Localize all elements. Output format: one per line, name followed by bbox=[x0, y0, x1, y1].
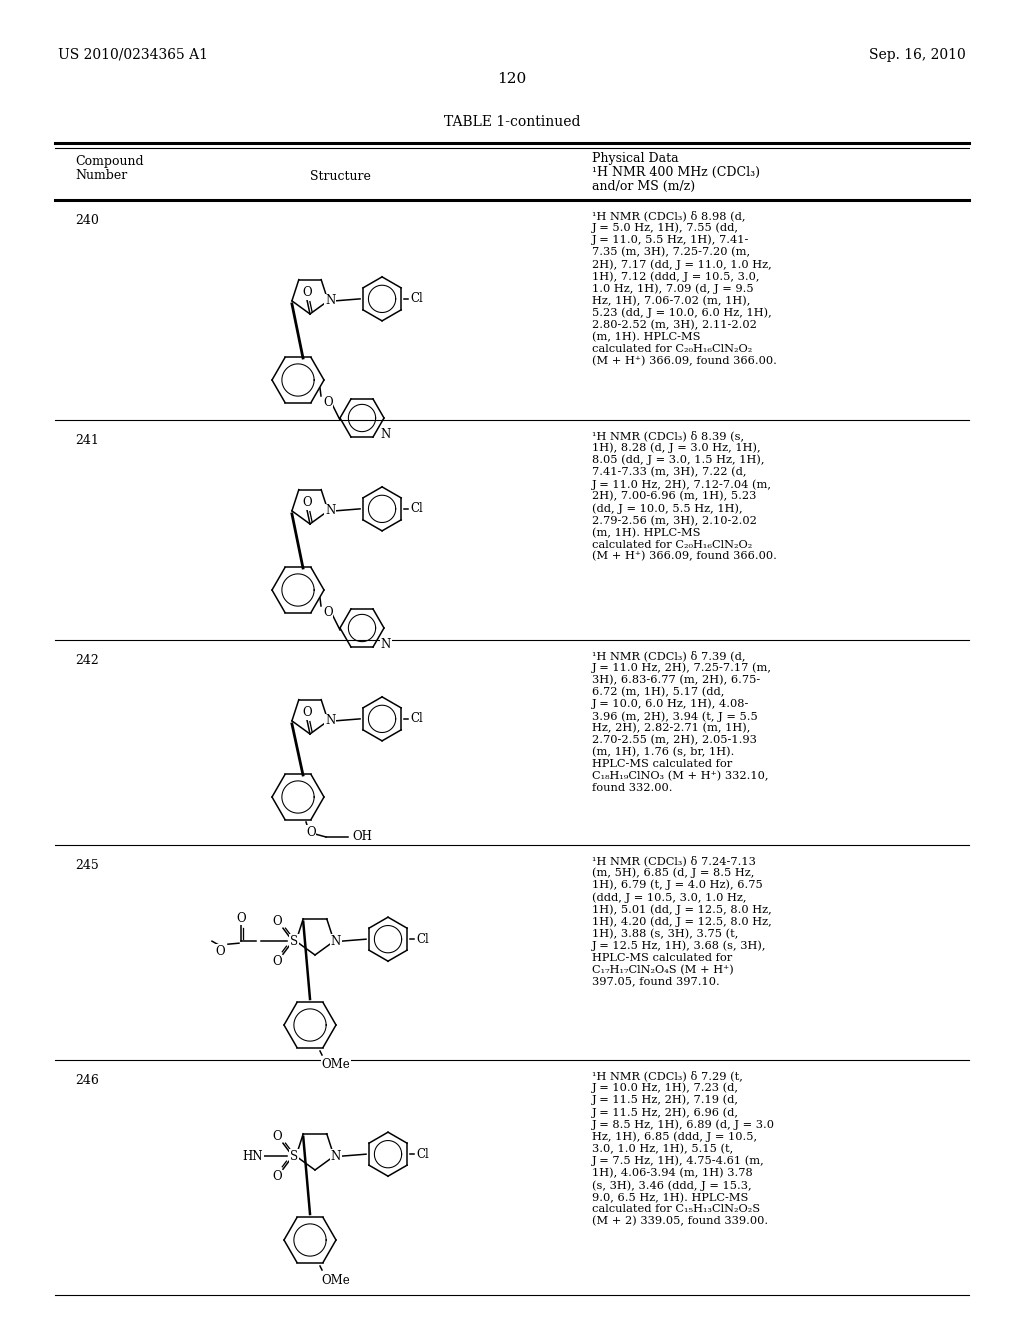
Text: N: N bbox=[381, 639, 391, 652]
Text: O: O bbox=[324, 396, 333, 408]
Text: OMe: OMe bbox=[322, 1059, 350, 1072]
Text: 245: 245 bbox=[75, 859, 98, 873]
Text: US 2010/0234365 A1: US 2010/0234365 A1 bbox=[58, 48, 208, 62]
Text: O: O bbox=[272, 1130, 282, 1143]
Text: HN: HN bbox=[243, 1150, 263, 1163]
Text: O: O bbox=[237, 912, 246, 925]
Text: Number: Number bbox=[75, 169, 127, 182]
Text: Structure: Structure bbox=[309, 170, 371, 183]
Text: 120: 120 bbox=[498, 73, 526, 86]
Text: ¹H NMR (CDCl₃) δ 7.29 (t,
J = 10.0 Hz, 1H), 7.23 (d,
J = 11.5 Hz, 2H), 7.19 (d,
: ¹H NMR (CDCl₃) δ 7.29 (t, J = 10.0 Hz, 1… bbox=[592, 1071, 775, 1226]
Text: Physical Data: Physical Data bbox=[592, 152, 679, 165]
Text: O: O bbox=[306, 825, 315, 838]
Text: Compound: Compound bbox=[75, 154, 143, 168]
Text: N: N bbox=[331, 935, 341, 948]
Text: Sep. 16, 2010: Sep. 16, 2010 bbox=[869, 48, 966, 62]
Text: ¹H NMR (CDCl₃) δ 8.39 (s,
1H), 8.28 (d, J = 3.0 Hz, 1H),
8.05 (dd, J = 3.0, 1.5 : ¹H NMR (CDCl₃) δ 8.39 (s, 1H), 8.28 (d, … bbox=[592, 430, 777, 561]
Text: Cl: Cl bbox=[411, 503, 424, 515]
Text: S: S bbox=[290, 1150, 298, 1163]
Text: N: N bbox=[381, 429, 391, 441]
Text: N: N bbox=[325, 504, 335, 517]
Text: O: O bbox=[272, 915, 282, 928]
Text: Cl: Cl bbox=[417, 1147, 429, 1160]
Text: ¹H NMR (CDCl₃) δ 8.98 (d,
J = 5.0 Hz, 1H), 7.55 (dd,
J = 11.0, 5.5 Hz, 1H), 7.41: ¹H NMR (CDCl₃) δ 8.98 (d, J = 5.0 Hz, 1H… bbox=[592, 210, 777, 366]
Text: 240: 240 bbox=[75, 214, 99, 227]
Text: O: O bbox=[302, 706, 312, 719]
Text: O: O bbox=[302, 286, 312, 300]
Text: O: O bbox=[324, 606, 333, 619]
Text: O: O bbox=[302, 496, 312, 510]
Text: Cl: Cl bbox=[411, 713, 424, 726]
Text: N: N bbox=[325, 294, 335, 308]
Text: ¹H NMR (CDCl₃) δ 7.39 (d,
J = 11.0 Hz, 2H), 7.25-7.17 (m,
3H), 6.83-6.77 (m, 2H): ¹H NMR (CDCl₃) δ 7.39 (d, J = 11.0 Hz, 2… bbox=[592, 649, 772, 793]
Text: Cl: Cl bbox=[411, 292, 424, 305]
Text: Cl: Cl bbox=[417, 933, 429, 945]
Text: O: O bbox=[272, 954, 282, 968]
Text: O: O bbox=[272, 1170, 282, 1183]
Text: S: S bbox=[290, 935, 298, 948]
Text: ¹H NMR (CDCl₃) δ 7.24-7.13
(m, 5H), 6.85 (d, J = 8.5 Hz,
1H), 6.79 (t, J = 4.0 H: ¹H NMR (CDCl₃) δ 7.24-7.13 (m, 5H), 6.85… bbox=[592, 855, 772, 986]
Text: N: N bbox=[331, 1150, 341, 1163]
Text: 246: 246 bbox=[75, 1074, 99, 1086]
Text: and/or MS (m/z): and/or MS (m/z) bbox=[592, 180, 695, 193]
Text: O: O bbox=[215, 945, 225, 958]
Text: TABLE 1-continued: TABLE 1-continued bbox=[443, 115, 581, 129]
Text: ¹H NMR 400 MHz (CDCl₃): ¹H NMR 400 MHz (CDCl₃) bbox=[592, 166, 760, 180]
Text: OMe: OMe bbox=[322, 1274, 350, 1287]
Text: OH: OH bbox=[352, 830, 372, 843]
Text: N: N bbox=[325, 714, 335, 727]
Text: 242: 242 bbox=[75, 653, 98, 667]
Text: 241: 241 bbox=[75, 434, 99, 447]
